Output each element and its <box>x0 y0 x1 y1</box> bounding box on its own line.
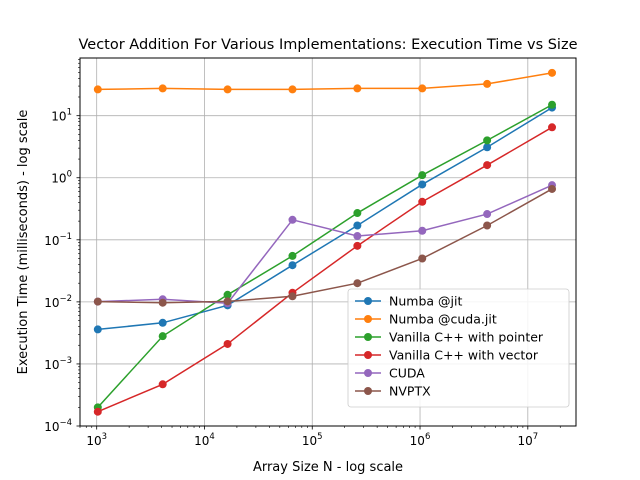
series-line-nvptx <box>97 188 553 304</box>
chart-title: Vector Addition For Various Implementati… <box>78 37 577 53</box>
x-tick-label: 103 <box>86 432 107 448</box>
series-line-numba-cuda-jit <box>97 72 553 91</box>
data-point-numba-cuda-jit <box>483 79 492 88</box>
data-point-vanilla-c-with-pointer <box>483 136 492 145</box>
data-point-numba-cuda-jit <box>93 85 102 94</box>
y-tick-label: 10−1 <box>44 232 72 248</box>
data-point-numba-jit <box>418 180 427 189</box>
data-point-nvptx <box>93 297 102 306</box>
data-point-numba-cuda-jit <box>288 85 297 94</box>
data-point-nvptx <box>288 292 297 301</box>
data-point-nvptx <box>223 297 232 306</box>
data-point-vanilla-c-with-pointer <box>223 290 232 299</box>
data-point-vanilla-c-with-pointer <box>548 100 557 109</box>
series-layer <box>93 68 557 416</box>
x-tick-label: 104 <box>194 432 215 448</box>
y-tick-label: 10−2 <box>44 294 72 310</box>
data-point-numba-jit <box>483 143 492 152</box>
legend-marker <box>364 387 372 395</box>
series-line-vanilla-c-with-vector <box>97 126 553 413</box>
data-point-numba-jit <box>353 221 362 230</box>
data-point-numba-jit <box>158 318 167 327</box>
plot-frame <box>79 57 577 427</box>
data-point-nvptx <box>483 221 492 230</box>
data-point-vanilla-c-with-vector <box>548 123 557 132</box>
ticks: 103 104 105 106 107 10−4 10−3 10−2 10−1 100 101 <box>44 59 561 448</box>
data-point-vanilla-c-with-vector <box>93 407 102 416</box>
y-axis-label: Execution Time (milliseconds) - log scal… <box>16 110 31 375</box>
data-point-cuda <box>288 215 297 224</box>
data-point-numba-cuda-jit <box>548 68 557 77</box>
data-point-vanilla-c-with-pointer <box>158 332 167 341</box>
x-tick-label: 105 <box>302 432 323 448</box>
series-line-numba-jit <box>97 106 553 331</box>
legend-marker <box>364 333 372 341</box>
legend-label: CUDA <box>389 366 425 381</box>
legend-marker <box>364 369 372 377</box>
y-tick-label: 10−4 <box>44 418 72 434</box>
legend-label: Numba @jit <box>389 294 462 309</box>
data-point-nvptx <box>353 279 362 288</box>
legend-label: Vanilla C++ with vector <box>389 348 539 363</box>
y-tick-label: 100 <box>51 170 72 186</box>
legend-box <box>347 288 570 408</box>
legend-label: Vanilla C++ with pointer <box>389 330 544 345</box>
series-nvptx <box>93 184 557 307</box>
data-point-numba-jit <box>93 325 102 334</box>
data-point-nvptx <box>418 254 427 263</box>
data-point-cuda <box>418 226 427 235</box>
data-point-vanilla-c-with-vector <box>353 241 362 250</box>
y-tick-label: 101 <box>51 108 72 124</box>
data-point-numba-cuda-jit <box>418 84 427 93</box>
legend: Numba @jit Numba @cuda.jit Vanilla C++ wit… <box>347 288 570 408</box>
series-numba-jit <box>93 103 557 334</box>
data-point-nvptx <box>548 184 557 193</box>
y-tick-label: 10−3 <box>44 356 72 372</box>
data-point-vanilla-c-with-pointer <box>418 171 427 180</box>
data-point-vanilla-c-with-vector <box>223 339 232 348</box>
legend-label: NVPTX <box>389 384 431 399</box>
series-line-cuda <box>97 184 553 305</box>
data-point-nvptx <box>158 298 167 307</box>
x-tick-label: 107 <box>517 432 538 448</box>
data-point-cuda <box>483 210 492 219</box>
legend-marker <box>364 351 372 359</box>
data-point-vanilla-c-with-pointer <box>353 209 362 218</box>
data-point-numba-cuda-jit <box>223 85 232 94</box>
legend-marker <box>364 315 372 323</box>
data-point-numba-cuda-jit <box>158 84 167 93</box>
x-tick-label: 106 <box>410 432 431 448</box>
data-point-cuda <box>353 232 362 241</box>
legend-marker <box>364 297 372 305</box>
data-point-numba-jit <box>288 261 297 270</box>
data-point-vanilla-c-with-vector <box>418 197 427 206</box>
data-point-vanilla-c-with-vector <box>158 380 167 389</box>
series-line-vanilla-c-with-pointer <box>97 104 553 408</box>
legend-label: Numba @cuda.jit <box>389 312 497 327</box>
series-numba-cuda-jit <box>93 68 557 94</box>
data-point-numba-cuda-jit <box>353 84 362 93</box>
data-point-vanilla-c-with-vector <box>483 161 492 170</box>
x-axis-label: Array Size N - log scale <box>253 460 403 475</box>
data-point-vanilla-c-with-pointer <box>288 251 297 260</box>
